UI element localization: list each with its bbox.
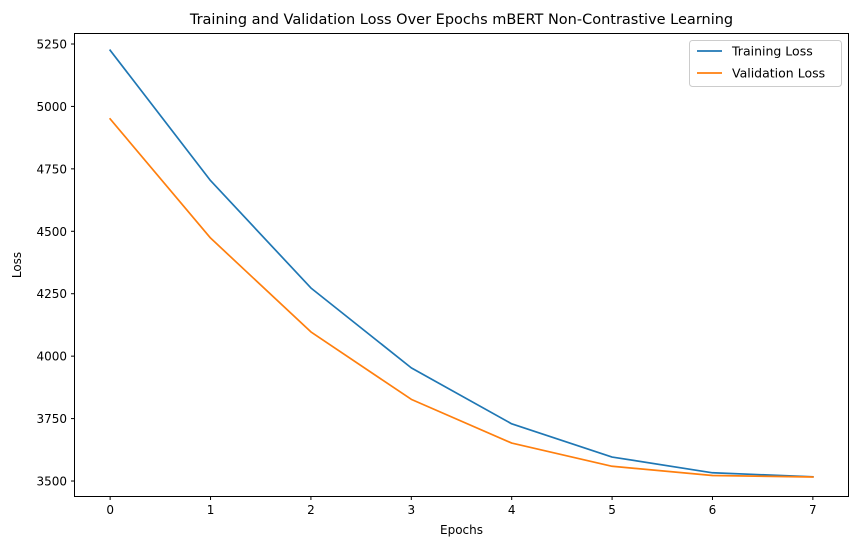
x-tick-label: 2 xyxy=(307,503,315,517)
x-tick-label: 0 xyxy=(106,503,114,517)
y-tick-label: 5250 xyxy=(36,37,67,51)
y-tick-label: 4250 xyxy=(36,287,67,301)
legend: Training Loss Validation Loss xyxy=(689,40,842,87)
series-line-validation-loss xyxy=(108,117,814,478)
chart-title: Training and Validation Loss Over Epochs… xyxy=(189,12,733,28)
y-tick-label: 4000 xyxy=(36,350,67,364)
y-tick-label: 3500 xyxy=(36,475,67,489)
plot-frame xyxy=(74,33,849,497)
y-axis: 3500 3750 4000 4250 4500 4750 5000 5250 xyxy=(36,37,75,489)
x-tick-label: 3 xyxy=(407,503,415,517)
x-tick-label: 7 xyxy=(809,503,817,517)
y-axis-label: Loss xyxy=(10,252,24,278)
y-tick-label: 5000 xyxy=(36,100,67,114)
x-tick-label: 5 xyxy=(608,503,616,517)
x-tick-label: 6 xyxy=(709,503,717,517)
y-tick-label: 4500 xyxy=(36,225,67,239)
x-tick-label: 1 xyxy=(207,503,215,517)
x-axis: 0 1 2 3 4 5 6 7 xyxy=(106,496,817,517)
x-axis-label: Epochs xyxy=(440,523,483,537)
plot-area xyxy=(108,49,814,478)
legend-entry-label: Validation Loss xyxy=(732,66,825,81)
y-tick-label: 4750 xyxy=(36,162,67,176)
y-tick-label: 3750 xyxy=(36,412,67,426)
x-tick-label: 4 xyxy=(508,503,516,517)
legend-entry-label: Training Loss xyxy=(731,44,813,59)
legend-box xyxy=(689,40,842,87)
series-line-training-loss xyxy=(108,49,814,478)
